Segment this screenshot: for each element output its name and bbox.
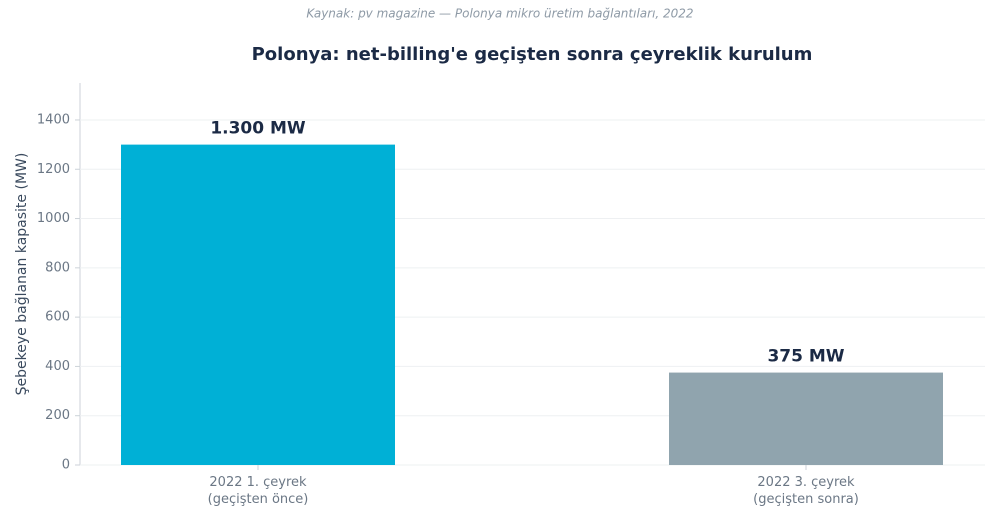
bar	[121, 144, 395, 465]
y-tick-label: 1400	[37, 112, 70, 127]
x-tick-label-line: 2022 1. çeyrek	[209, 475, 307, 490]
y-axis-label: Şebekeye bağlanan kapasite (MW)	[14, 153, 30, 396]
x-tick-label-line: (geçişten sonra)	[753, 492, 859, 507]
y-tick-label: 0	[62, 458, 70, 473]
y-tick-label: 1000	[37, 211, 70, 226]
x-tick-label: 2022 3. çeyrek (geçişten sonra)	[753, 475, 859, 507]
y-tick-label: 600	[45, 310, 70, 325]
source-note: Kaynak: pv magazine — Polonya mikro üret…	[306, 7, 693, 21]
chart-title: Polonya: net-billing'e geçişten sonra çe…	[252, 44, 813, 65]
value-label: 1.300 MW	[210, 119, 306, 139]
bar	[669, 372, 943, 465]
value-label: 375 MW	[767, 347, 844, 367]
y-tick-label: 800	[45, 260, 70, 275]
x-tick-label: 2022 1. çeyrek (geçişten önce)	[208, 475, 309, 507]
y-tick-label: 400	[45, 359, 70, 374]
y-tick-label: 200	[45, 408, 70, 423]
x-tick-label-line: 2022 3. çeyrek	[757, 475, 855, 490]
y-tick-label: 1200	[37, 162, 70, 177]
x-tick-label-line: (geçişten önce)	[208, 492, 309, 507]
